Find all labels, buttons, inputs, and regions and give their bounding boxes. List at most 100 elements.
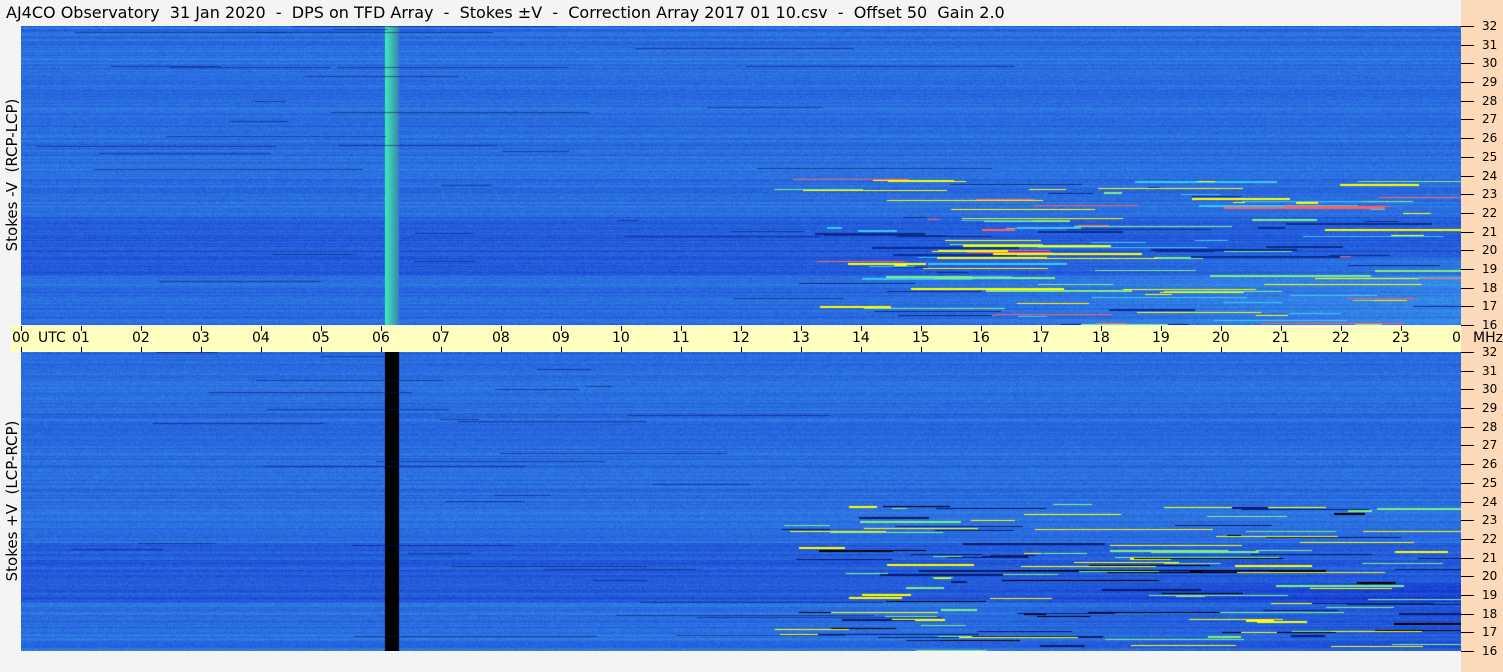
freq-tick bbox=[1461, 325, 1474, 326]
freq-tick-label: 18 bbox=[1482, 280, 1498, 295]
freq-tick-label: 29 bbox=[1482, 401, 1498, 416]
freq-tick bbox=[1461, 482, 1474, 484]
time-tick-label: 11 bbox=[672, 330, 690, 346]
freq-tick bbox=[1461, 119, 1474, 121]
freq-tick bbox=[1461, 138, 1474, 140]
freq-tick bbox=[1461, 464, 1474, 466]
freq-tick bbox=[1461, 63, 1474, 65]
freq-tick bbox=[1461, 156, 1474, 158]
bottom-ylabel: Stokes +V (LCP-RCP) bbox=[3, 420, 21, 582]
time-tick bbox=[201, 347, 202, 352]
freq-tick bbox=[1461, 408, 1474, 410]
time-axis: 00 01 02 03 04 05 06 07 08 09 10 11 12 13 14 15 16 17 18 19… bbox=[11, 326, 1471, 352]
time-tick-label: 19 bbox=[1152, 330, 1170, 346]
time-tick bbox=[861, 326, 862, 331]
time-tick bbox=[1041, 347, 1042, 352]
utc-label: UTC bbox=[38, 330, 66, 346]
freq-tick-label: 16 bbox=[1482, 644, 1498, 658]
freq-tick bbox=[1461, 445, 1474, 447]
freq-tick bbox=[1461, 632, 1474, 634]
freq-tick bbox=[1461, 268, 1474, 270]
time-tick-label: 06 bbox=[372, 330, 390, 346]
freq-tick-label: 28 bbox=[1482, 419, 1498, 434]
freq-tick-label: 26 bbox=[1482, 457, 1498, 472]
stokes-minus-v-spectrogram bbox=[21, 26, 1461, 325]
time-tick bbox=[141, 326, 142, 331]
time-tick bbox=[1221, 347, 1222, 352]
frequency-axis bbox=[1461, 0, 1503, 672]
time-tick bbox=[1101, 326, 1102, 331]
time-tick bbox=[981, 326, 982, 331]
top-ylabel: Stokes -V (RCP-LCP) bbox=[3, 98, 21, 252]
time-tick bbox=[861, 347, 862, 352]
freq-tick-label: 21 bbox=[1482, 224, 1498, 239]
freq-tick-label: 19 bbox=[1482, 587, 1498, 602]
freq-tick-label: 17 bbox=[1482, 299, 1498, 314]
freq-tick-label: 23 bbox=[1482, 513, 1498, 528]
time-tick bbox=[561, 347, 562, 352]
time-tick bbox=[1221, 326, 1222, 331]
time-tick-label: 23 bbox=[1392, 330, 1410, 346]
time-tick-label: 07 bbox=[432, 330, 450, 346]
freq-tick-label: 23 bbox=[1482, 187, 1498, 202]
freq-tick bbox=[1461, 594, 1474, 596]
time-tick bbox=[681, 326, 682, 331]
freq-tick bbox=[1461, 426, 1474, 428]
time-tick bbox=[81, 326, 82, 331]
time-tick-label: 18 bbox=[1092, 330, 1110, 346]
freq-tick bbox=[1461, 613, 1474, 615]
time-tick-label: 00 bbox=[12, 330, 30, 346]
time-tick bbox=[81, 347, 82, 352]
time-tick bbox=[21, 347, 22, 352]
time-tick-label: 05 bbox=[312, 330, 330, 346]
time-tick bbox=[141, 347, 142, 352]
freq-tick bbox=[1461, 26, 1474, 27]
time-tick-label: 20 bbox=[1212, 330, 1230, 346]
freq-tick-label: 31 bbox=[1482, 37, 1498, 52]
freq-tick-label: 25 bbox=[1482, 149, 1498, 164]
time-tick bbox=[1341, 347, 1342, 352]
freq-tick-label: 26 bbox=[1482, 131, 1498, 146]
time-tick bbox=[1101, 347, 1102, 352]
freq-tick bbox=[1461, 231, 1474, 233]
time-tick bbox=[681, 347, 682, 352]
time-tick bbox=[501, 326, 502, 331]
freq-tick-label: 22 bbox=[1482, 531, 1498, 546]
freq-tick bbox=[1461, 501, 1474, 503]
freq-tick bbox=[1461, 520, 1474, 522]
freq-tick bbox=[1461, 576, 1474, 578]
time-tick-label: 08 bbox=[492, 330, 510, 346]
freq-tick bbox=[1461, 651, 1474, 652]
time-tick bbox=[321, 326, 322, 331]
freq-tick-label: 22 bbox=[1482, 205, 1498, 220]
time-tick bbox=[1281, 326, 1282, 331]
time-tick-label: 12 bbox=[732, 330, 750, 346]
freq-tick-label: 29 bbox=[1482, 75, 1498, 90]
freq-tick-label: 27 bbox=[1482, 438, 1498, 453]
time-tick bbox=[1161, 326, 1162, 331]
freq-tick bbox=[1461, 82, 1474, 84]
freq-tick-label: 31 bbox=[1482, 363, 1498, 378]
chart-title: AJ4CO Observatory 31 Jan 2020 - DPS on T… bbox=[6, 3, 1005, 22]
freq-tick bbox=[1461, 100, 1474, 102]
freq-tick-label: 20 bbox=[1482, 569, 1498, 584]
time-tick-label: 02 bbox=[132, 330, 150, 346]
freq-tick bbox=[1461, 370, 1474, 372]
freq-tick-label: 19 bbox=[1482, 261, 1498, 276]
freq-tick-label: 25 bbox=[1482, 475, 1498, 490]
time-tick bbox=[561, 326, 562, 331]
time-tick bbox=[921, 326, 922, 331]
freq-tick-label: 24 bbox=[1482, 168, 1498, 183]
time-tick-label: 03 bbox=[192, 330, 210, 346]
freq-tick-label: 30 bbox=[1482, 56, 1498, 71]
time-tick-label: 14 bbox=[852, 330, 870, 346]
time-tick-label: 22 bbox=[1332, 330, 1350, 346]
time-tick-label: 17 bbox=[1032, 330, 1050, 346]
time-tick bbox=[741, 347, 742, 352]
time-tick bbox=[921, 347, 922, 352]
freq-tick-label: 18 bbox=[1482, 606, 1498, 621]
time-tick bbox=[321, 347, 322, 352]
time-tick bbox=[441, 347, 442, 352]
time-tick-label: 15 bbox=[912, 330, 930, 346]
